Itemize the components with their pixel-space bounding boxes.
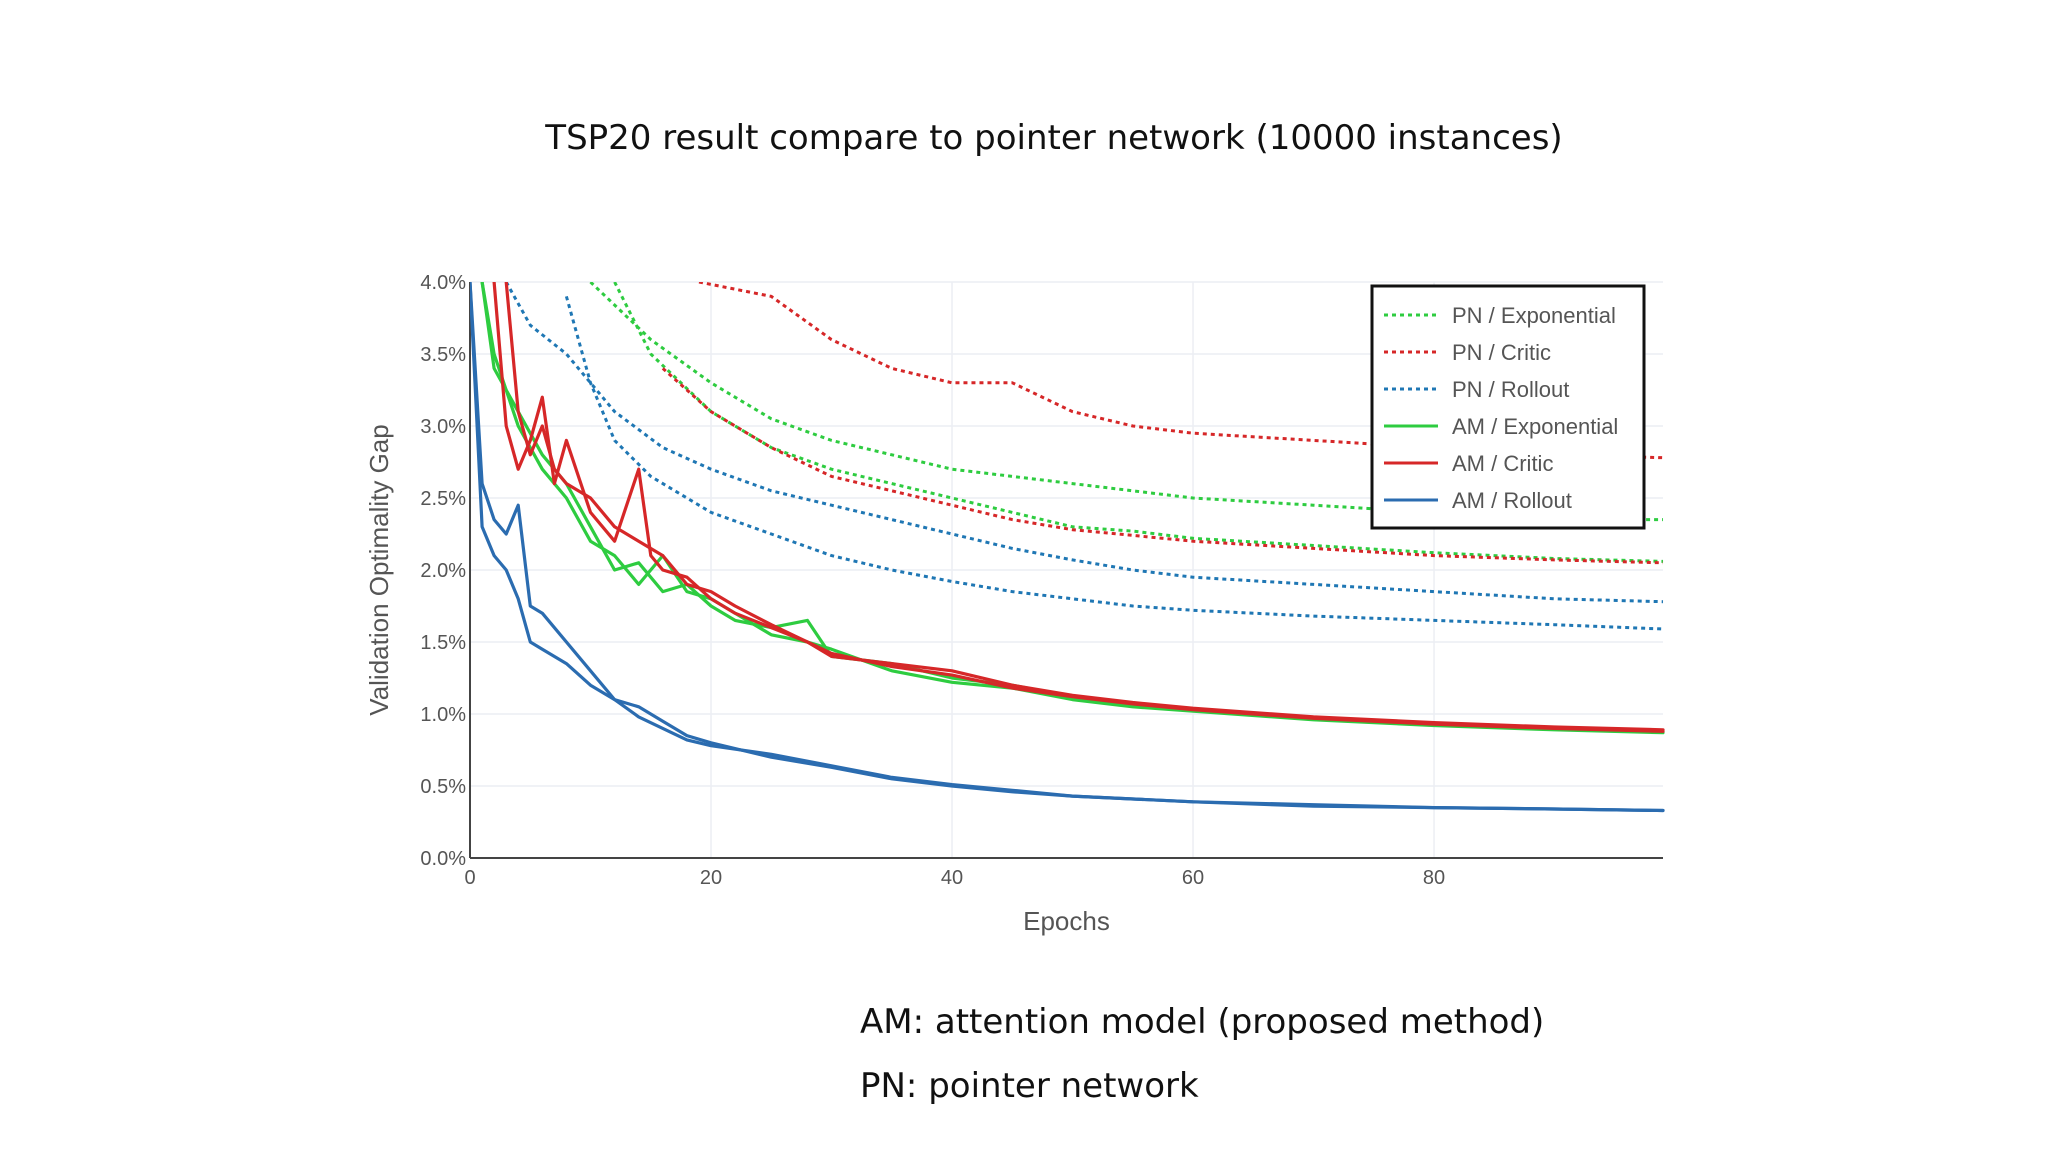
legend-label: AM / Critic: [1452, 451, 1553, 476]
series-line-am-critic-run-2: [504, 282, 1665, 733]
y-tick-label: 1.0%: [420, 704, 466, 726]
legend: PN / Exponential PN / Critic PN / Rollout A…: [1370, 284, 1646, 530]
note-am-definition: AM: attention model (proposed method): [860, 1002, 1545, 1042]
y-tick-label: 4.0%: [420, 272, 466, 294]
x-tick-label: 0: [464, 867, 475, 889]
y-tick-label: 0.5%: [420, 776, 466, 798]
x-tick-label: 80: [1423, 867, 1445, 889]
y-tick-label: 3.0%: [420, 416, 466, 438]
legend-label: PN / Critic: [1452, 340, 1551, 365]
x-tick-label: 20: [700, 867, 722, 889]
y-tick-label: 0.0%: [420, 848, 466, 870]
axes: [469, 282, 1663, 859]
legend-label: AM / Exponential: [1452, 414, 1618, 439]
legend-label: PN / Rollout: [1452, 377, 1569, 402]
y-tick-label: 3.5%: [420, 344, 466, 366]
x-tick-label: 60: [1182, 867, 1204, 889]
legend-box: [1370, 284, 1646, 530]
y-tick-label: 2.0%: [420, 560, 466, 582]
legend-label: PN / Exponential: [1452, 303, 1616, 328]
series-line-am-rollout-run-2: [470, 282, 1665, 813]
note-pn-definition: PN: pointer network: [860, 1066, 1199, 1106]
slide-title: TSP20 result compare to pointer network …: [545, 118, 1563, 158]
x-axis-title: Epochs: [1023, 906, 1110, 936]
legend-label: AM / Rollout: [1452, 488, 1572, 513]
y-tick-label: 1.5%: [420, 632, 466, 654]
series-line-pn-critic-run-2: [661, 367, 1664, 565]
series-lines: [470, 282, 1665, 813]
x-tick-label: 40: [941, 867, 963, 889]
series-line-pn-critic-run-1: [698, 282, 1664, 460]
y-axis-title: Validation Optimality Gap: [364, 424, 394, 715]
tick-labels: 0 20 40 60 80 0.0% 0.5% 1.0% 1.5% 2.0% 2.5% 3.0% 3.5…: [420, 272, 1445, 889]
y-tick-label: 2.5%: [420, 488, 466, 510]
series-line-pn-rollout-run-2: [564, 295, 1664, 631]
